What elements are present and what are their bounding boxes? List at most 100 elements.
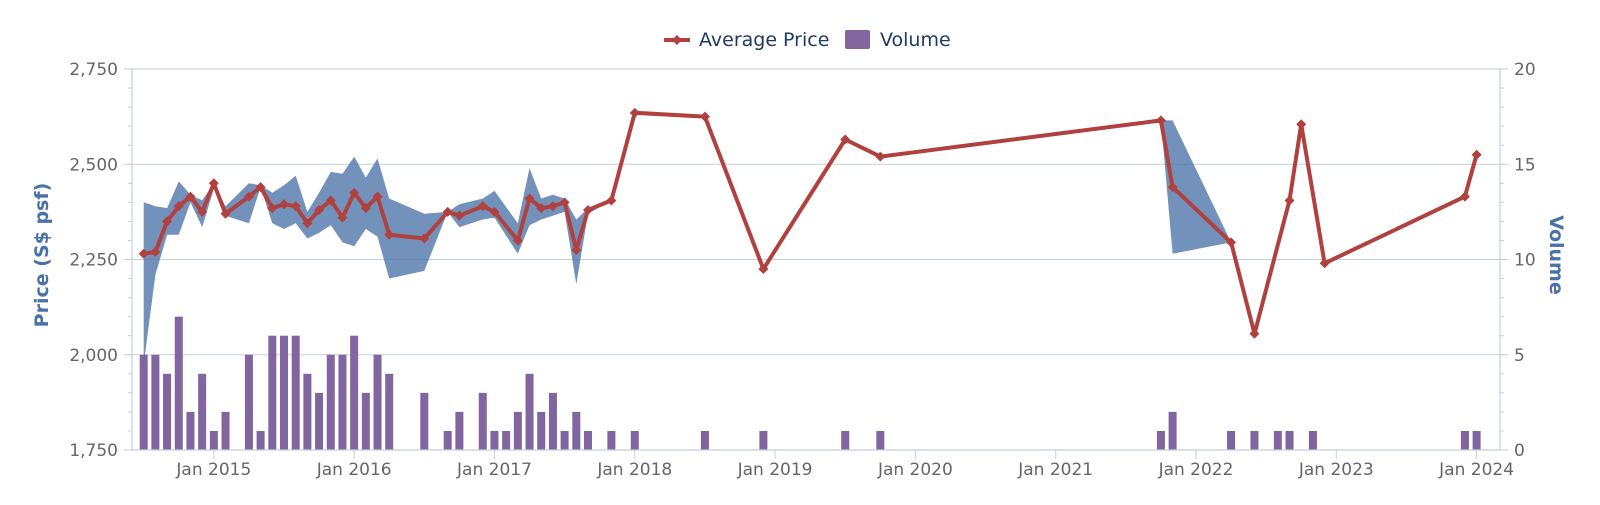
right-tick-label: 20	[1514, 60, 1536, 80]
average-price-point[interactable]	[138, 248, 149, 259]
average-price-point[interactable]	[302, 218, 313, 229]
volume-bar[interactable]	[373, 354, 382, 450]
volume-bar[interactable]	[326, 354, 335, 450]
average-price-point[interactable]	[1155, 115, 1166, 126]
volume-bar[interactable]	[303, 373, 312, 450]
volume-bar[interactable]	[209, 430, 218, 450]
average-price-point[interactable]	[442, 206, 453, 217]
average-price-point[interactable]	[559, 197, 570, 208]
legend-item-average-price[interactable]: Average Price	[664, 29, 829, 51]
volume-bar[interactable]	[548, 392, 557, 450]
average-price-point[interactable]	[325, 195, 336, 206]
average-price-point[interactable]	[536, 203, 547, 214]
average-price-point[interactable]	[571, 244, 582, 255]
average-price-point[interactable]	[384, 229, 395, 240]
average-price-point[interactable]	[337, 212, 348, 223]
volume-bar[interactable]	[537, 411, 546, 450]
average-price-point[interactable]	[583, 204, 593, 215]
average-price-point[interactable]	[1226, 237, 1237, 248]
volume-bar[interactable]	[841, 430, 850, 450]
volume-bar[interactable]	[607, 430, 616, 450]
average-price-point[interactable]	[1471, 149, 1482, 160]
average-price-point[interactable]	[255, 182, 266, 193]
volume-bar[interactable]	[1460, 430, 1469, 450]
volume-bar[interactable]	[256, 430, 265, 450]
average-price-point[interactable]	[454, 210, 465, 221]
average-price-point[interactable]	[1284, 195, 1295, 206]
volume-bar[interactable]	[502, 430, 511, 450]
average-price-point[interactable]	[1249, 328, 1260, 339]
average-price-point[interactable]	[1459, 191, 1470, 202]
volume-bar[interactable]	[1227, 430, 1236, 450]
volume-bar[interactable]	[1250, 430, 1259, 450]
volume-bar[interactable]	[1285, 430, 1294, 450]
volume-bar[interactable]	[163, 373, 172, 450]
volume-bar[interactable]	[350, 335, 359, 450]
volume-bar[interactable]	[198, 373, 207, 450]
average-price-point[interactable]	[314, 204, 325, 215]
volume-bar[interactable]	[139, 354, 148, 450]
volume-bar[interactable]	[291, 335, 300, 450]
volume-bar[interactable]	[1308, 430, 1317, 450]
volume-bar[interactable]	[700, 430, 709, 450]
volume-bar[interactable]	[385, 373, 394, 450]
volume-bar[interactable]	[876, 430, 885, 450]
average-price-point[interactable]	[197, 206, 208, 217]
volume-bar[interactable]	[630, 430, 639, 450]
volume-bar[interactable]	[174, 316, 183, 450]
volume-bar[interactable]	[455, 411, 464, 450]
average-price-point[interactable]	[1319, 258, 1330, 269]
average-price-point[interactable]	[349, 187, 360, 198]
average-price-point[interactable]	[547, 201, 558, 212]
average-price-point[interactable]	[208, 178, 219, 189]
average-price-point[interactable]	[1167, 182, 1178, 193]
volume-bar[interactable]	[151, 354, 160, 450]
volume-bar[interactable]	[513, 411, 522, 450]
average-price-point[interactable]	[606, 195, 617, 206]
average-price-point[interactable]	[875, 151, 886, 162]
average-price-point[interactable]	[279, 199, 289, 210]
volume-bar[interactable]	[280, 335, 288, 450]
volume-bar[interactable]	[268, 335, 277, 450]
average-price-point[interactable]	[150, 246, 161, 257]
volume-bar[interactable]	[478, 392, 487, 450]
volume-bar[interactable]	[759, 430, 768, 450]
volume-bar[interactable]	[490, 430, 499, 450]
average-price-point[interactable]	[185, 191, 196, 202]
volume-bar[interactable]	[572, 411, 581, 450]
average-price-point[interactable]	[360, 203, 371, 214]
average-price-point[interactable]	[220, 208, 231, 219]
average-price-point[interactable]	[243, 191, 254, 202]
volume-bar[interactable]	[244, 354, 253, 450]
average-price-point[interactable]	[524, 193, 535, 204]
volume-bar[interactable]	[1273, 430, 1282, 450]
average-price-point[interactable]	[489, 206, 500, 217]
average-price-point[interactable]	[267, 203, 278, 214]
volume-bar[interactable]	[361, 392, 370, 450]
average-price-point[interactable]	[840, 134, 851, 145]
volume-bar[interactable]	[1168, 411, 1177, 450]
volume-bar[interactable]	[1472, 430, 1481, 450]
volume-bar[interactable]	[1156, 430, 1165, 450]
volume-bar[interactable]	[338, 354, 347, 450]
average-price-point[interactable]	[512, 235, 523, 246]
volume-bar[interactable]	[584, 430, 592, 450]
average-price-point[interactable]	[419, 233, 430, 244]
volume-bar[interactable]	[315, 392, 324, 450]
volume-bar[interactable]	[560, 430, 569, 450]
average-price-point[interactable]	[162, 216, 173, 227]
legend-item-volume[interactable]: Volume	[845, 29, 951, 51]
average-price-point[interactable]	[758, 264, 769, 275]
average-price-point[interactable]	[290, 201, 301, 212]
volume-bar[interactable]	[525, 373, 534, 450]
average-price-point[interactable]	[699, 111, 710, 122]
average-price-point[interactable]	[629, 107, 640, 118]
average-price-point[interactable]	[372, 191, 383, 202]
average-price-point[interactable]	[477, 201, 488, 212]
average-price-point[interactable]	[1296, 119, 1307, 130]
volume-bar[interactable]	[186, 411, 195, 450]
volume-bar[interactable]	[443, 430, 452, 450]
volume-bar[interactable]	[420, 392, 429, 450]
average-price-point[interactable]	[173, 201, 184, 212]
volume-bar[interactable]	[221, 411, 230, 450]
